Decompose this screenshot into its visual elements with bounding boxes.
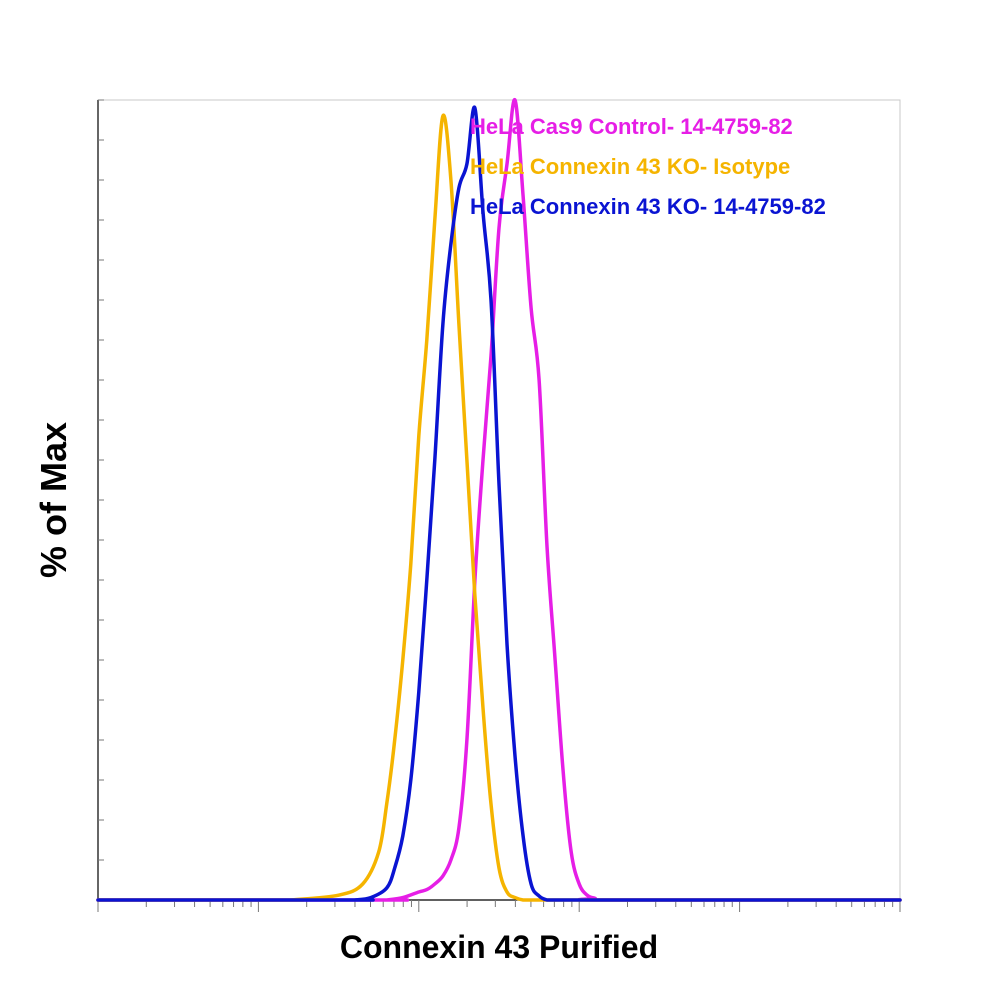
- y-axis-ticks: [98, 99, 104, 901]
- x-axis-label: Connexin 43 Purified: [340, 929, 658, 965]
- series-line-2: [96, 113, 902, 902]
- legend-entry: HeLa Connexin 43 KO- 14-4759-82: [470, 194, 826, 219]
- series-layer: [96, 98, 902, 902]
- y-axis-label: % of Max: [33, 422, 74, 578]
- legend-entry: HeLa Connexin 43 KO- Isotype: [470, 154, 790, 179]
- series-line-1: [96, 98, 902, 902]
- legend-entry: HeLa Cas9 Control- 14-4759-82: [470, 114, 793, 139]
- legend: HeLa Cas9 Control- 14-4759-82 HeLa Connex…: [470, 114, 826, 219]
- series-line-3: [96, 105, 902, 902]
- x-axis-ticks: [97, 900, 901, 912]
